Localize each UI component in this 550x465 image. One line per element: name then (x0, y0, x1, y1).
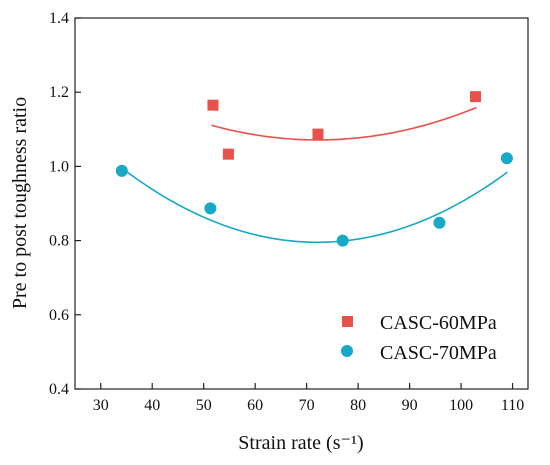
x-tick-label: 80 (350, 397, 366, 414)
data-points (115, 91, 513, 247)
data-point-casc-60 (207, 99, 219, 111)
x-axis-ticks: 30 40 50 60 70 80 90 100 110 (93, 383, 524, 414)
x-tick-label: 70 (299, 397, 315, 414)
x-tick-label: 90 (402, 397, 418, 414)
data-point-casc-70 (500, 152, 513, 165)
y-tick-label: 1.0 (49, 158, 69, 175)
x-tick-label: 110 (501, 397, 524, 414)
legend-marker-casc-70 (341, 345, 353, 357)
y-tick-label: 0.6 (49, 307, 69, 324)
legend-label-casc-60: CASC-60MPa (380, 312, 497, 334)
plot-frame (74, 17, 529, 390)
data-point-casc-70 (336, 234, 349, 247)
y-axis-label: Pre to post toughness ratio (9, 97, 31, 309)
y-tick-label: 0.8 (49, 233, 69, 250)
fit-curves (120, 106, 508, 244)
legend-label-casc-70: CASC-70MPa (380, 342, 497, 364)
y-tick-label: 1.2 (49, 84, 69, 101)
y-tick-label: 0.4 (49, 381, 69, 398)
x-tick-label: 40 (144, 397, 160, 414)
y-tick-label: 1.4 (49, 10, 69, 27)
fit-curve-series-2 (120, 167, 508, 244)
legend-marker-casc-60 (342, 316, 353, 327)
x-tick-label: 30 (93, 397, 109, 414)
x-tick-label: 100 (449, 397, 473, 414)
data-point-casc-60 (469, 91, 481, 103)
legend: CASC-60MPa CASC-70MPa (341, 312, 497, 364)
fit-curve-series-1 (211, 106, 477, 141)
x-axis-label: Strain rate (s⁻¹) (238, 432, 363, 454)
x-tick-label: 60 (247, 397, 263, 414)
data-point-casc-70 (433, 216, 446, 229)
data-point-casc-60 (222, 148, 234, 160)
x-tick-label: 50 (196, 397, 212, 414)
data-point-casc-70 (204, 202, 217, 215)
data-point-casc-70 (115, 164, 128, 177)
data-point-casc-60 (312, 128, 324, 140)
y-axis-ticks: 0.4 0.6 0.8 1.0 1.2 1.4 (49, 10, 81, 398)
